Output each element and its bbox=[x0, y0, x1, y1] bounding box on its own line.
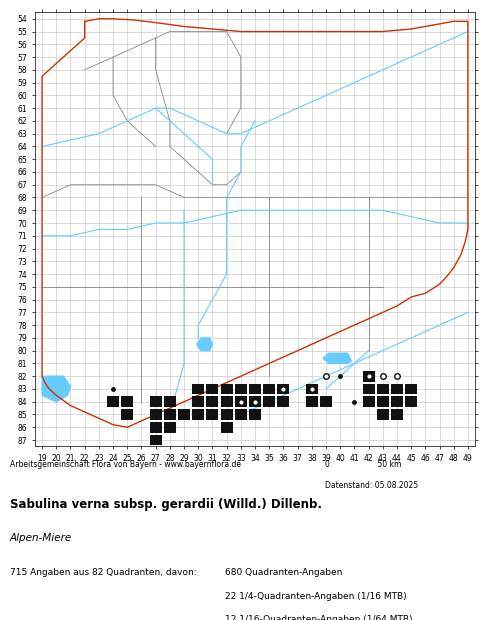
Text: 12 1/16-Quadranten-Angaben (1/64 MTB): 12 1/16-Quadranten-Angaben (1/64 MTB) bbox=[225, 615, 412, 620]
Bar bbox=[178, 409, 190, 420]
Bar bbox=[376, 396, 389, 407]
Bar bbox=[249, 409, 261, 420]
Bar bbox=[235, 396, 247, 407]
Bar bbox=[263, 396, 275, 407]
Bar bbox=[150, 422, 162, 433]
Bar bbox=[362, 384, 374, 394]
Text: 22 1/4-Quadranten-Angaben (1/16 MTB): 22 1/4-Quadranten-Angaben (1/16 MTB) bbox=[225, 592, 406, 601]
Bar bbox=[278, 396, 289, 407]
Bar bbox=[107, 396, 119, 407]
Text: Sabulina verna subsp. gerardii (Willd.) Dillenb.: Sabulina verna subsp. gerardii (Willd.) … bbox=[10, 498, 322, 511]
Bar bbox=[220, 409, 232, 420]
Bar bbox=[405, 396, 417, 407]
Bar bbox=[164, 396, 176, 407]
Text: Alpen-Miere: Alpen-Miere bbox=[10, 533, 72, 543]
Bar bbox=[391, 384, 403, 394]
Bar bbox=[306, 396, 318, 407]
Bar bbox=[206, 409, 218, 420]
Bar bbox=[164, 409, 176, 420]
Bar bbox=[220, 422, 232, 433]
Polygon shape bbox=[197, 338, 212, 351]
Bar bbox=[192, 409, 204, 420]
Bar bbox=[220, 396, 232, 407]
Bar bbox=[192, 396, 204, 407]
Bar bbox=[320, 396, 332, 407]
Bar bbox=[249, 396, 261, 407]
Text: Datenstand: 05.08.2025: Datenstand: 05.08.2025 bbox=[325, 481, 418, 490]
Text: 0                    50 km: 0 50 km bbox=[325, 460, 402, 469]
Bar bbox=[150, 422, 162, 433]
Bar bbox=[235, 384, 247, 394]
Bar bbox=[121, 409, 134, 420]
Bar bbox=[150, 435, 162, 445]
Bar bbox=[249, 384, 261, 394]
Bar bbox=[391, 409, 403, 420]
Bar bbox=[235, 409, 247, 420]
Polygon shape bbox=[323, 353, 352, 363]
Bar bbox=[362, 371, 374, 382]
Bar bbox=[121, 396, 134, 407]
Bar bbox=[405, 384, 417, 394]
Bar bbox=[391, 396, 403, 407]
Bar bbox=[150, 409, 162, 420]
Bar bbox=[192, 384, 204, 394]
Text: 680 Quadranten-Angaben: 680 Quadranten-Angaben bbox=[225, 568, 342, 577]
Polygon shape bbox=[42, 376, 70, 402]
Bar bbox=[263, 384, 275, 394]
Bar bbox=[376, 384, 389, 394]
Text: Arbeitsgemeinschaft Flora von Bayern - www.bayernflora.de: Arbeitsgemeinschaft Flora von Bayern - w… bbox=[10, 460, 241, 469]
Bar bbox=[306, 384, 318, 394]
Bar bbox=[362, 396, 374, 407]
Bar bbox=[278, 384, 289, 394]
Bar bbox=[376, 409, 389, 420]
Bar bbox=[164, 422, 176, 433]
Text: 715 Angaben aus 82 Quadranten, davon:: 715 Angaben aus 82 Quadranten, davon: bbox=[10, 568, 196, 577]
Bar bbox=[206, 396, 218, 407]
Bar bbox=[206, 384, 218, 394]
Bar bbox=[150, 396, 162, 407]
Bar bbox=[220, 384, 232, 394]
